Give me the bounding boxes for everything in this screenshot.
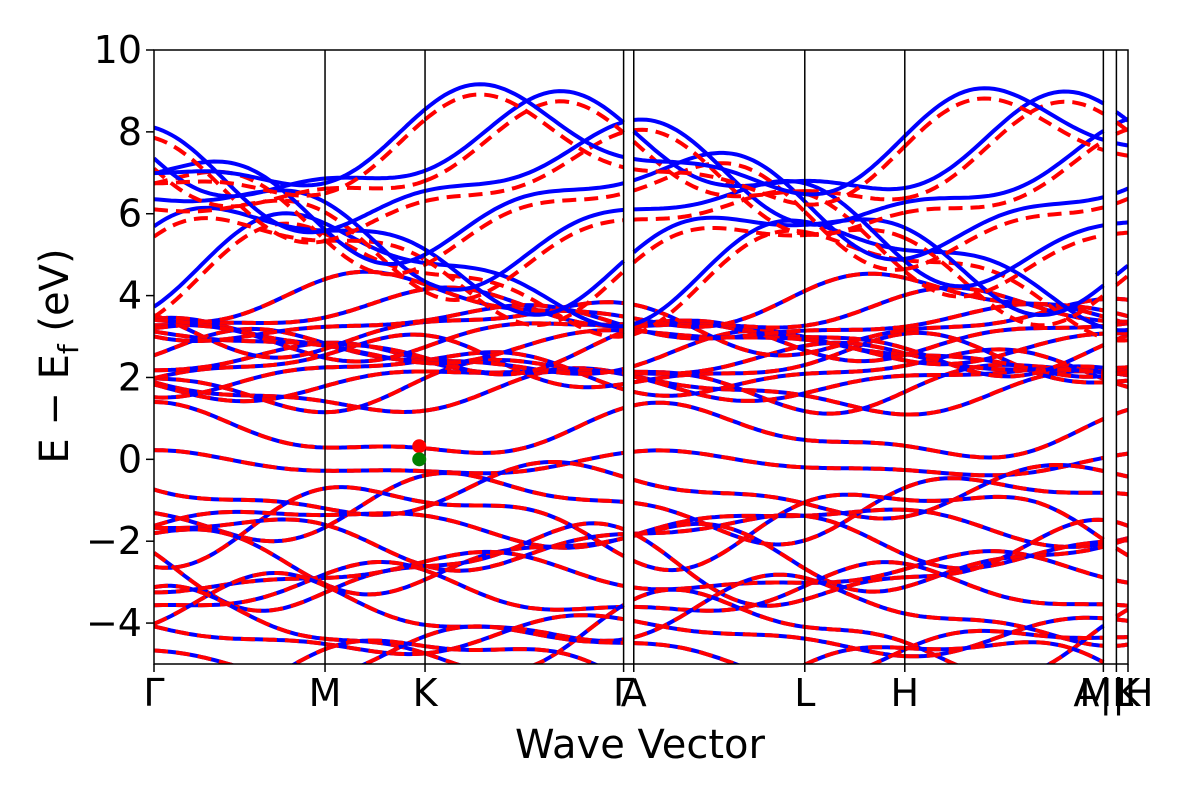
- y-tick-label: 0: [118, 437, 142, 481]
- band-line-dashed: [154, 448, 1128, 478]
- band-line-dashed: [154, 269, 1128, 329]
- x-axis-ticks: Γ M K ΓA L H A|LM|HK: [143, 664, 1153, 716]
- band-line-dashed: [154, 99, 1128, 209]
- band-line-solid: [154, 448, 1128, 478]
- band-line-dashed: [154, 560, 1128, 613]
- y-tick-label: −2: [86, 519, 142, 563]
- band-line-solid: [154, 150, 1128, 266]
- band-edge-markers: [412, 439, 427, 467]
- high-symmetry-lines: [324, 50, 1118, 664]
- y-tick-label: 2: [118, 355, 142, 399]
- band-line-solid: [154, 82, 1128, 197]
- vbm-marker: [412, 452, 427, 467]
- band-line-dashed: [154, 624, 1128, 664]
- y-axis-label: E − Ef (eV): [32, 248, 85, 463]
- band-line-dashed: [154, 521, 1128, 597]
- x-tick-label: Γ: [613, 671, 634, 715]
- band-line-dashed: [154, 328, 1128, 367]
- band-line-dashed: [154, 507, 1128, 550]
- band-line-dashed: [154, 285, 1128, 331]
- x-tick-label: A: [621, 671, 647, 715]
- x-tick-label: K: [413, 671, 439, 715]
- band-line-dashed: [290, 638, 1105, 664]
- band-line-dashed: [154, 400, 1128, 460]
- band-line-dashed: [154, 315, 1128, 379]
- x-tick-label: M|H: [1079, 671, 1153, 716]
- band-line-dashed: [154, 366, 1128, 417]
- y-axis-ticks: −4 −2 0 2 4 6 8 10: [86, 28, 154, 645]
- band-line-dashed: [154, 571, 1128, 648]
- plot-frame: [153, 49, 1129, 665]
- y-tick-label: 10: [94, 28, 142, 72]
- band-line-dashed: [154, 92, 1128, 207]
- x-tick-label: K: [1116, 671, 1142, 715]
- y-tick-label: 8: [118, 110, 142, 154]
- y-tick-label: 6: [118, 192, 142, 236]
- x-tick-label: A|L: [1073, 671, 1133, 716]
- band-line-dashed: [154, 318, 1128, 364]
- y-tick-label: −4: [86, 601, 142, 645]
- band-line-solid: [154, 211, 1128, 333]
- band-line-dashed: [154, 127, 1128, 245]
- x-tick-label: M: [309, 671, 342, 715]
- band-line-solid: [154, 205, 1128, 318]
- x-axis-label: Wave Vector: [515, 722, 766, 768]
- band-line-solid: [154, 89, 1128, 199]
- band-line-dashed: [154, 549, 1128, 595]
- x-tick-label: L: [794, 671, 815, 715]
- x-tick-label: H: [891, 671, 920, 715]
- band-line-dashed: [154, 358, 1128, 416]
- band-line-dashed: [154, 347, 1128, 400]
- x-tick-label: Γ: [143, 671, 164, 715]
- band-lines: [154, 82, 1128, 664]
- y-tick-label: 4: [118, 274, 142, 318]
- cbm-marker: [412, 439, 427, 454]
